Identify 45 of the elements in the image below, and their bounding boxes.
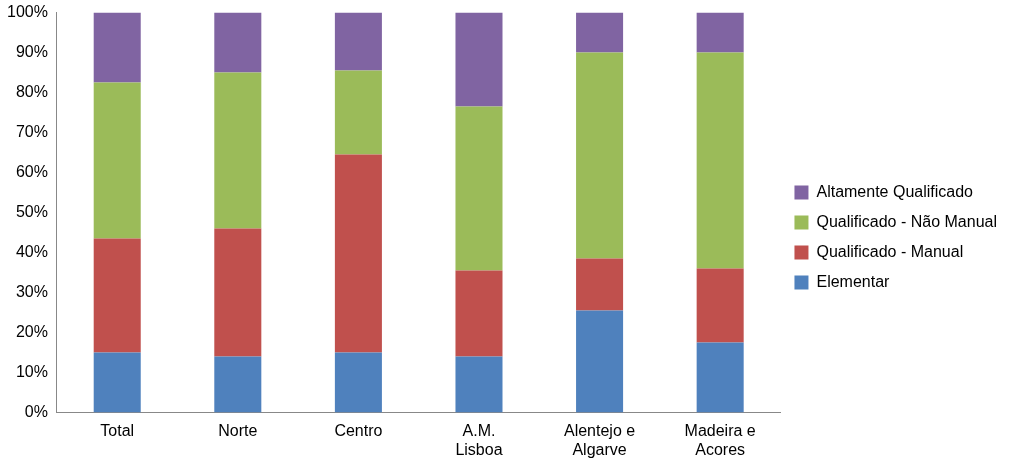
bar [576, 310, 624, 413]
bar [696, 52, 744, 269]
legend-label: Altamente Qualificado [816, 182, 974, 200]
bar [214, 12, 262, 73]
x-tick-label: Centro [334, 421, 383, 439]
x-tick-label: Total [100, 421, 135, 439]
x-tick-label: Madeira e Acores [684, 421, 756, 458]
x-tick-label: Alentejo e Algarve [563, 421, 636, 458]
bar [576, 258, 624, 311]
bar [455, 106, 503, 271]
bar [93, 352, 141, 413]
y-tick-label: 90% [15, 43, 48, 61]
bar [214, 72, 262, 229]
bar [455, 356, 503, 413]
y-tick-label: 10% [15, 363, 48, 381]
bar [93, 82, 141, 239]
legend-label: Qualificado - Não Manual [816, 212, 998, 230]
bar [455, 270, 503, 357]
x-tick-label: A.M. Lisboa [455, 421, 503, 458]
legend-label: Elementar [816, 272, 891, 290]
bar [696, 342, 744, 413]
bar [576, 52, 624, 259]
legend-label: Qualificado - Manual [816, 242, 964, 260]
y-tick-label: 70% [15, 123, 48, 141]
bar [334, 352, 382, 413]
bar [696, 268, 744, 343]
bar [576, 12, 624, 53]
y-tick-label: 100% [7, 3, 48, 21]
bar [334, 70, 382, 155]
x-tick-label: Norte [218, 421, 258, 439]
bar [93, 238, 141, 353]
bar [455, 12, 503, 107]
y-tick-label: 40% [15, 243, 48, 261]
bar [214, 228, 262, 357]
y-tick-label: 30% [15, 283, 48, 301]
y-tick-label: 60% [15, 163, 48, 181]
bar [93, 12, 141, 83]
y-tick-label: 80% [15, 83, 48, 101]
bar [214, 356, 262, 413]
y-tick-label: 20% [15, 323, 48, 341]
y-tick-label: 50% [15, 203, 48, 221]
bar [334, 154, 382, 353]
y-tick-label: 0% [24, 403, 48, 421]
bar [334, 12, 382, 71]
bar [696, 12, 744, 53]
